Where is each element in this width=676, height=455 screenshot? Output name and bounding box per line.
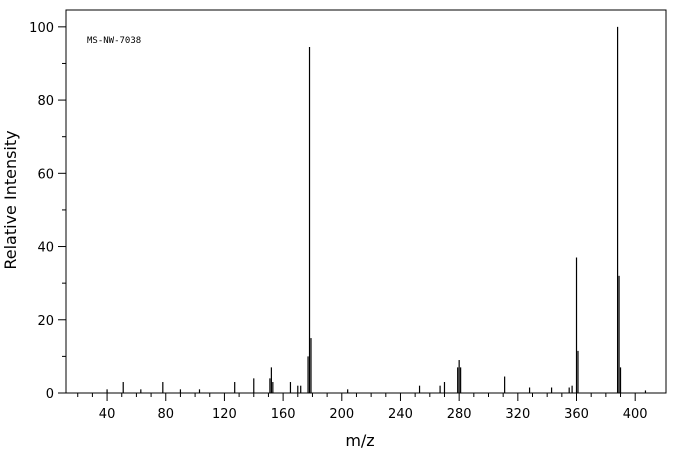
x-tick-label: 320	[505, 407, 530, 422]
x-tick-label: 80	[157, 407, 174, 422]
x-tick-label: 160	[271, 407, 296, 422]
y-axis-label: Relative Intensity	[1, 130, 20, 269]
x-tick-label: 400	[623, 407, 648, 422]
x-tick-label: 120	[212, 407, 237, 422]
y-tick-label: 100	[29, 21, 54, 36]
plot-frame	[65, 9, 667, 394]
y-tick-label: 60	[37, 167, 54, 182]
x-tick-label: 200	[329, 407, 354, 422]
x-tick-label: 360	[564, 407, 589, 422]
x-tick-label: 40	[99, 407, 116, 422]
y-tick-label: 40	[37, 241, 54, 256]
annotation: MS-NW-7038	[87, 36, 141, 46]
x-tick-label: 280	[447, 407, 472, 422]
y-tick-label: 0	[46, 387, 54, 402]
y-tick-label: 20	[37, 314, 54, 329]
y-tick-label: 80	[37, 94, 54, 109]
x-axis-label: m/z	[345, 431, 374, 450]
x-tick-label: 240	[388, 407, 413, 422]
